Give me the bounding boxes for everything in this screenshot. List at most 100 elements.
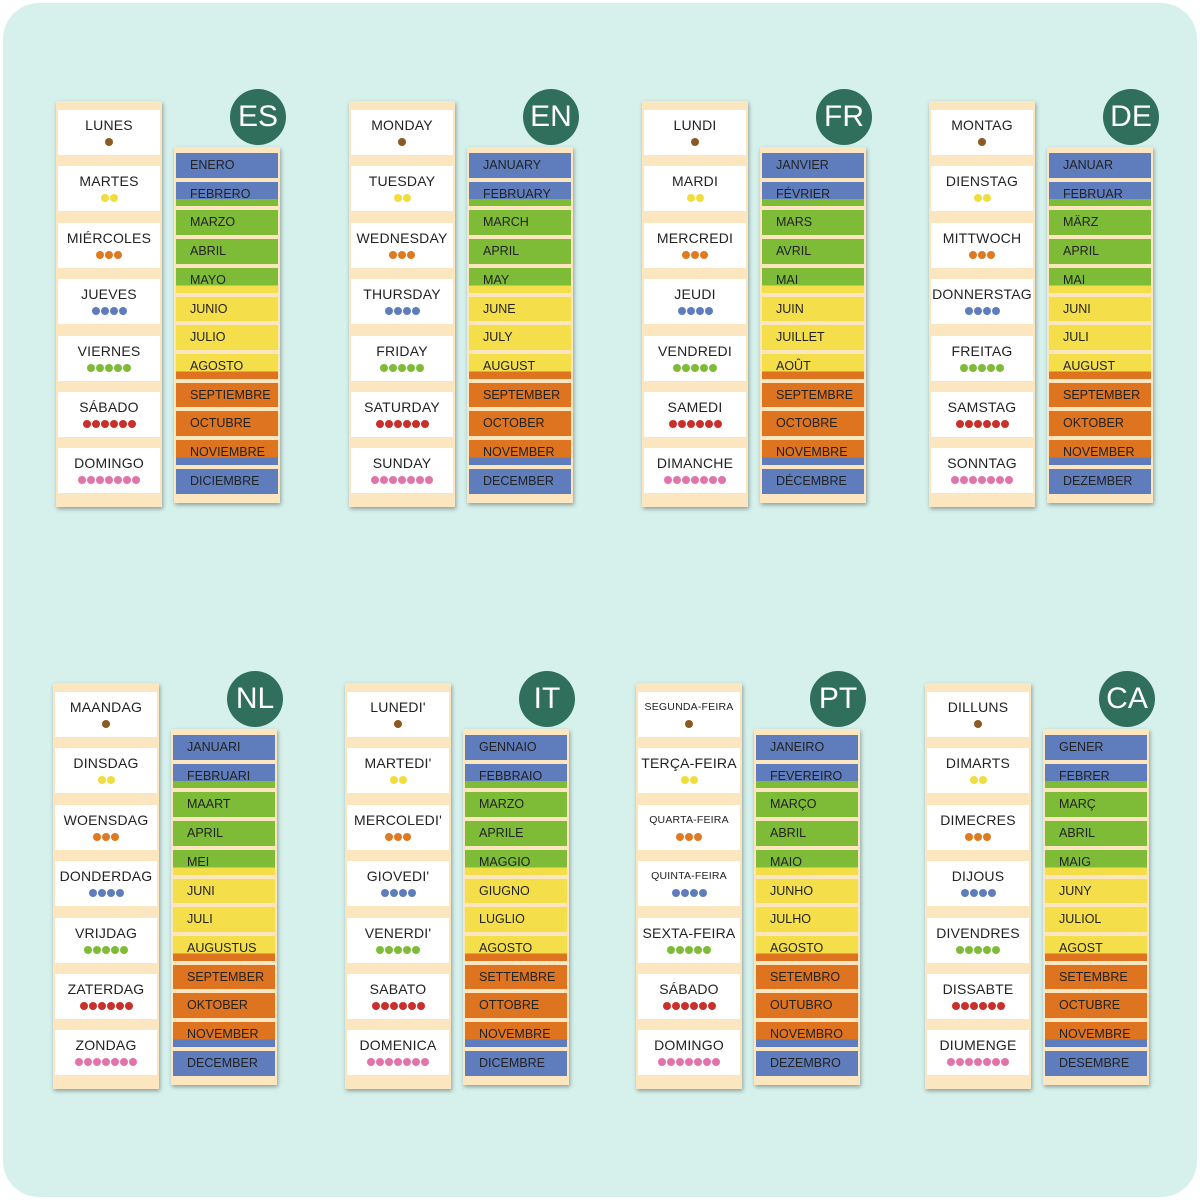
month-row[interactable]: GENER [1045,735,1147,760]
month-row[interactable]: FEBRER [1045,763,1147,789]
day-card[interactable]: VENDREDI [644,335,746,381]
month-row[interactable]: JUNY [1045,878,1147,904]
month-row[interactable]: NOVEMBER [1049,440,1151,465]
month-row[interactable]: APRILE [465,821,567,846]
month-row[interactable]: NOVEMBRE [1045,1022,1147,1047]
month-row[interactable]: AVRIL [762,239,864,264]
month-row[interactable]: JULIOL [1045,907,1147,932]
day-card[interactable]: MARTES [58,166,160,212]
day-card[interactable]: MAANDAG [55,692,157,737]
day-card[interactable]: FRIDAY [351,335,453,381]
month-row[interactable]: MAGGIO [465,849,567,875]
day-card[interactable]: DIUMENGE [927,1030,1029,1076]
month-row[interactable]: FEBRUARY [469,181,571,207]
month-row[interactable]: FEBRERO [176,181,278,207]
day-card[interactable]: ZATERDAG [55,974,157,1019]
day-card[interactable]: SUNDAY [351,448,453,494]
month-row[interactable]: AOÛT [762,353,864,379]
day-card[interactable]: WEDNESDAY [351,222,453,268]
month-row[interactable]: SEPTEMBER [173,964,275,990]
month-row[interactable]: MARCH [469,210,571,236]
day-card[interactable]: DONDERDAG [55,861,157,907]
month-row[interactable]: DEZEMBER [1049,468,1151,494]
day-card[interactable]: DOMENICA [347,1030,449,1076]
day-card[interactable]: THURSDAY [351,279,453,325]
month-row[interactable]: JUIN [762,296,864,322]
day-card[interactable]: DISSABTE [927,974,1029,1019]
month-row[interactable]: JUNHO [756,878,858,904]
day-card[interactable]: DIMANCHE [644,448,746,494]
day-card[interactable]: MONDAY [351,110,453,155]
month-row[interactable]: JULI [173,907,275,932]
day-card[interactable]: MERCREDI [644,222,746,268]
day-card[interactable]: DIMECRES [927,804,1029,850]
month-row[interactable]: JUILLET [762,325,864,350]
month-row[interactable]: FEBBRAIO [465,763,567,789]
month-row[interactable]: ABRIL [176,239,278,264]
day-card[interactable]: MARTEDI' [347,748,449,794]
month-row[interactable]: JUNI [173,878,275,904]
month-row[interactable]: OUTUBRO [756,993,858,1019]
day-card[interactable]: DONNERSTAG [931,279,1033,325]
month-row[interactable]: JUNIO [176,296,278,322]
month-row[interactable]: NOVIEMBRE [176,440,278,465]
day-card[interactable]: DINSDAG [55,748,157,794]
month-row[interactable]: MARÇ [1045,792,1147,818]
month-row[interactable]: JUNI [1049,296,1151,322]
month-row[interactable]: MARS [762,210,864,236]
day-card[interactable]: DIJOUS [927,861,1029,907]
month-row[interactable]: OCTOBRE [762,411,864,437]
month-row[interactable]: FÉVRIER [762,181,864,207]
day-card[interactable]: SÁBADO [58,392,160,437]
day-card[interactable]: MARDI [644,166,746,212]
day-card[interactable]: WOENSDAG [55,804,157,850]
month-row[interactable]: APRIL [173,821,275,846]
month-row[interactable]: DÉCEMBRE [762,468,864,494]
month-row[interactable]: ABRIL [1045,821,1147,846]
day-card[interactable]: MITTWOCH [931,222,1033,268]
day-card[interactable]: QUARTA-FEIRA [638,804,740,850]
month-row[interactable]: DESEMBRE [1045,1050,1147,1076]
month-row[interactable]: DECEMBER [469,468,571,494]
month-row[interactable]: MAIO [756,849,858,875]
day-card[interactable]: MONTAG [931,110,1033,155]
month-row[interactable]: SEPTEMBER [1049,382,1151,408]
month-row[interactable]: OKTOBER [1049,411,1151,437]
month-row[interactable]: NOVEMBER [469,440,571,465]
month-row[interactable]: JANUAR [1049,153,1151,178]
month-row[interactable]: JULI [1049,325,1151,350]
day-card[interactable]: LUNEDI' [347,692,449,737]
month-row[interactable]: FEBRUAR [1049,181,1151,207]
month-row[interactable]: LUGLIO [465,907,567,932]
month-row[interactable]: AGOSTO [176,353,278,379]
month-row[interactable]: SEPTEMBER [469,382,571,408]
month-row[interactable]: ENERO [176,153,278,178]
day-card[interactable]: DOMINGO [58,448,160,494]
day-card[interactable]: TERÇA-FEIRA [638,748,740,794]
day-card[interactable]: VIERNES [58,335,160,381]
month-row[interactable]: AGOSTO [465,935,567,961]
day-card[interactable]: JUEVES [58,279,160,325]
month-row[interactable]: DECEMBER [173,1050,275,1076]
day-card[interactable]: QUINTA-FEIRA [638,861,740,907]
month-row[interactable]: AUGUSTUS [173,935,275,961]
month-row[interactable]: JANUARY [469,153,571,178]
day-card[interactable]: TUESDAY [351,166,453,212]
month-row[interactable]: ABRIL [756,821,858,846]
month-row[interactable]: GIUGNO [465,878,567,904]
day-card[interactable]: DIVENDRES [927,917,1029,963]
month-row[interactable]: MAIG [1045,849,1147,875]
month-row[interactable]: DICEMBRE [465,1050,567,1076]
month-row[interactable]: OKTOBER [173,993,275,1019]
month-row[interactable]: OCTUBRE [1045,993,1147,1019]
month-row[interactable]: NOVEMBER [173,1022,275,1047]
day-card[interactable]: DILLUNS [927,692,1029,737]
day-card[interactable]: SAMSTAG [931,392,1033,437]
day-card[interactable]: VRIJDAG [55,917,157,963]
month-row[interactable]: AGOSTO [756,935,858,961]
day-card[interactable]: ZONDAG [55,1030,157,1076]
month-row[interactable]: SEPTEMBRE [762,382,864,408]
day-card[interactable]: VENERDI' [347,917,449,963]
day-card[interactable]: SEXTA-FEIRA [638,917,740,963]
day-card[interactable]: LUNES [58,110,160,155]
